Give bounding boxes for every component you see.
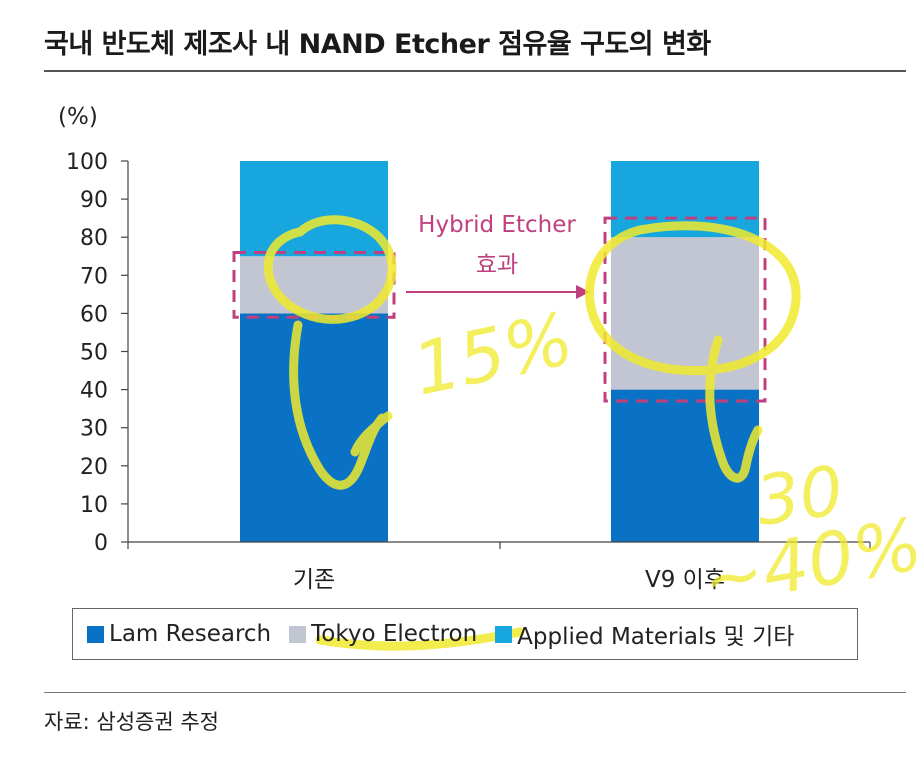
- legend-item-tel: Tokyo Electron: [289, 621, 477, 647]
- y-tick-label: 20: [80, 455, 108, 480]
- x-axis: 기존 V9 이후: [127, 541, 871, 593]
- legend-item-lam: Lam Research: [87, 621, 271, 647]
- chart-legend: Lam Research Tokyo Electron Applied Mate…: [72, 608, 858, 660]
- y-tick-label: 100: [66, 150, 108, 175]
- y-tick-label: 50: [80, 341, 108, 366]
- y-tick-label: 70: [80, 264, 108, 289]
- legend-swatch-amat: [495, 625, 513, 643]
- y-tick-label: 60: [80, 302, 108, 327]
- annotation-arrowhead: [576, 285, 590, 299]
- y-tick-label: 10: [80, 493, 108, 518]
- y-tick-label: 30: [80, 417, 108, 442]
- highlight-box: [603, 216, 767, 403]
- footer-rule: [44, 692, 906, 693]
- bar-segment-0: [611, 389, 759, 542]
- scribble-circle-left: [263, 215, 397, 324]
- scribble-arrow-right: [705, 335, 763, 483]
- x-category-label: V9 이후: [645, 567, 725, 593]
- annotation-line2: 효과: [476, 252, 518, 278]
- hybrid-etcher-annotation: Hybrid Etcher 효과: [406, 212, 590, 299]
- bar-segment-0: [240, 313, 388, 542]
- y-tick-label: 90: [80, 188, 108, 213]
- scribble-arrow-left: [289, 320, 393, 490]
- x-category-label: 기존: [293, 567, 335, 593]
- chart-title: 국내 반도체 제조사 내 NAND Etcher 점유율 구도의 변화: [44, 29, 711, 60]
- y-axis-unit-label: (%): [58, 104, 98, 130]
- scribble-underline: [315, 627, 525, 651]
- title-rule: [44, 70, 906, 72]
- legend-label-tel: Tokyo Electron: [311, 621, 478, 647]
- bar-segment-2: [240, 161, 388, 257]
- annotation-line1: Hybrid Etcher: [418, 212, 576, 238]
- legend-item-amat: Applied Materials 및 기타: [495, 617, 794, 651]
- y-tick-label: 80: [80, 226, 108, 251]
- bar-segment-1: [240, 256, 388, 314]
- legend-swatch-tel: [289, 625, 307, 643]
- handwriting-note1: 15%: [406, 296, 580, 411]
- legend-label-lam: Lam Research: [109, 621, 272, 647]
- y-tick-label: 40: [80, 379, 108, 404]
- y-tick-label: 0: [94, 531, 108, 556]
- legend-swatch-lam: [87, 625, 104, 643]
- handwriting-note2: 30: [751, 452, 848, 542]
- source-note: 자료: 삼성증권 추정: [44, 710, 219, 734]
- y-axis: 0 10 20 30 40 50 60 70 80 90 100: [66, 150, 129, 556]
- legend-label-amat: Applied Materials 및 기타: [517, 624, 795, 650]
